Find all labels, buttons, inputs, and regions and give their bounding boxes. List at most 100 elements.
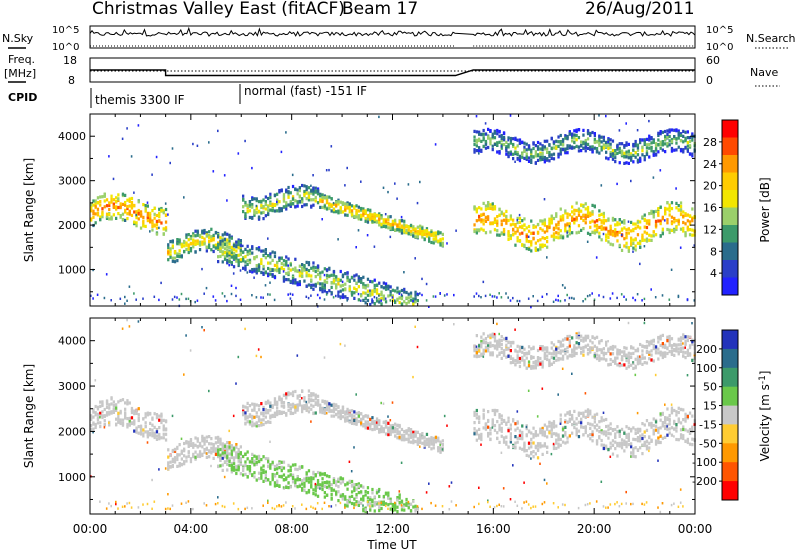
echo-cell <box>634 155 637 159</box>
echo-cell <box>130 196 134 201</box>
echo-cell <box>155 437 159 441</box>
echo-cell <box>439 446 442 450</box>
echo-cell <box>394 426 397 430</box>
echo-cell <box>130 213 134 217</box>
echo-cell <box>105 204 109 208</box>
echo-cell <box>602 214 605 218</box>
echo-cell <box>303 406 306 410</box>
echo-cell <box>316 192 320 196</box>
echo-cell <box>321 199 324 204</box>
echo-cell <box>691 228 694 232</box>
noise-cell <box>126 318 128 322</box>
echo-cell <box>580 203 583 207</box>
noise-cell <box>616 182 618 186</box>
echo-cell <box>244 460 247 464</box>
echo-cell <box>257 477 261 481</box>
echo-cell <box>518 434 522 438</box>
echo-cell <box>607 138 610 142</box>
echo-cell <box>527 156 531 160</box>
echo-cell <box>384 225 388 229</box>
echo-cell <box>378 429 381 433</box>
echo-cell <box>203 228 206 233</box>
echo-cell <box>380 302 383 306</box>
echo-cell <box>566 144 569 148</box>
near-range-cell <box>507 296 509 299</box>
echo-cell <box>115 216 118 220</box>
echo-cell <box>246 415 249 419</box>
echo-cell <box>505 214 508 219</box>
echo-cell <box>305 185 308 189</box>
echo-cell <box>242 259 245 263</box>
echo-cell <box>312 398 315 403</box>
echo-cell <box>110 215 113 219</box>
echo-cell <box>432 241 435 245</box>
echo-cell <box>162 418 165 422</box>
echo-cell <box>171 244 174 248</box>
echo-cell <box>307 469 311 473</box>
echo-cell <box>595 219 599 223</box>
echo-cell <box>126 402 129 406</box>
echo-cell <box>557 140 560 144</box>
echo-cell <box>643 141 646 146</box>
echo-cell <box>328 407 331 411</box>
echo-cell <box>339 413 342 417</box>
echo-cell <box>117 417 120 421</box>
noise-cell <box>210 464 212 468</box>
echo-cell <box>164 226 168 230</box>
echo-cell <box>512 157 515 161</box>
nsky-trace <box>89 26 696 40</box>
echo-cell <box>659 234 662 238</box>
echo-cell <box>398 496 401 500</box>
echo-cell <box>516 227 519 231</box>
echo-cell <box>589 211 592 215</box>
echo-cell <box>675 225 678 229</box>
echo-cell <box>400 294 404 299</box>
echo-cell <box>686 136 689 140</box>
echo-cell <box>205 234 208 238</box>
near-range-cell <box>271 506 274 510</box>
echo-cell <box>158 437 161 441</box>
near-range-cell <box>135 298 137 301</box>
echo-cell <box>546 157 549 161</box>
echo-cell <box>248 414 252 419</box>
echo-cell <box>357 503 360 507</box>
echo-cell <box>151 423 154 427</box>
echo-cell <box>636 160 640 164</box>
echo-cell <box>552 226 556 230</box>
echo-cell <box>682 214 685 218</box>
echo-cell <box>221 449 224 453</box>
echo-cell <box>591 150 594 154</box>
noise-cell <box>414 325 416 328</box>
echo-cell <box>618 230 621 234</box>
echo-cell <box>505 442 508 446</box>
echo-cell <box>550 432 553 436</box>
near-range-cell <box>559 299 562 303</box>
echo-cell <box>482 201 485 205</box>
echo-cell <box>151 431 154 436</box>
echo-cell <box>373 427 376 431</box>
echo-cell <box>536 356 540 360</box>
noise-cell <box>196 144 199 147</box>
echo-cell <box>589 145 592 149</box>
echo-cell <box>564 136 567 140</box>
echo-cell <box>144 430 147 434</box>
near-range-cell <box>500 296 503 299</box>
noise-cell <box>679 246 682 249</box>
echo-cell <box>509 432 512 436</box>
echo-cell <box>253 269 256 273</box>
echo-cell <box>473 413 476 417</box>
near-range-cell <box>512 296 514 300</box>
echo-cell <box>178 240 181 244</box>
echo-cell <box>126 217 129 221</box>
echo-cell <box>142 221 145 225</box>
echo-cell <box>419 433 422 437</box>
echo-cell <box>527 429 531 433</box>
echo-cell <box>310 278 313 282</box>
echo-cell <box>505 355 508 359</box>
echo-cell <box>126 206 129 211</box>
echo-cell <box>280 465 283 469</box>
echo-cell <box>335 210 338 214</box>
echo-cell <box>366 503 370 507</box>
echo-cell <box>516 360 519 364</box>
echo-cell <box>550 362 553 366</box>
